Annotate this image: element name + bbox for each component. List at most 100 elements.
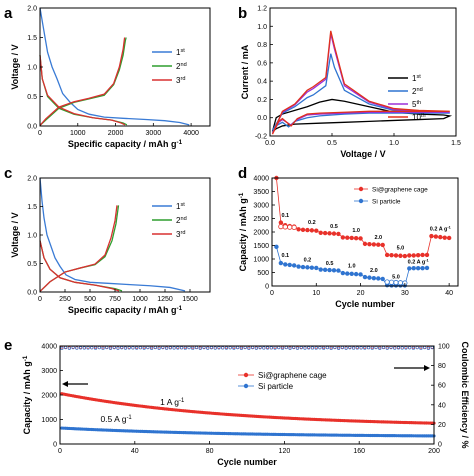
y2-axis-label-e: Coulombic Efficiency / % <box>460 341 470 448</box>
data-point-d <box>318 230 323 236</box>
rate-annotation-d: 0.2 <box>308 220 316 226</box>
legend-label-b: 10th <box>412 113 426 122</box>
ce-point-e <box>404 346 408 350</box>
data-point-d <box>384 279 390 285</box>
y-tick-label-d: 1500 <box>253 243 269 250</box>
ce-point-e <box>344 346 348 350</box>
data-point-d <box>446 235 452 241</box>
panel-letter-c: c <box>4 165 12 182</box>
data-point-d <box>353 236 359 241</box>
data-point-d <box>420 265 425 271</box>
rate-annotation-d: 0.5 <box>326 261 334 267</box>
legend-label-c: 1st <box>176 202 185 211</box>
y-axis-label-c: Voltage / V <box>10 212 20 257</box>
y-tick-label-d: 2500 <box>253 216 269 223</box>
ce-point-e <box>378 346 382 350</box>
series-line-a-1-1 <box>39 37 127 126</box>
legend-label-d: Si particle <box>372 199 401 206</box>
ce-point-e <box>93 346 98 350</box>
data-point-d <box>305 265 310 270</box>
series-line-b-0-0 <box>271 98 453 132</box>
x-tick-label-a: 4000 <box>183 130 199 137</box>
data-point-d <box>402 253 408 259</box>
data-point-d <box>393 253 399 258</box>
y2-tick-label-e: 100 <box>438 344 450 351</box>
ce-point-e <box>67 346 71 350</box>
data-point-d <box>314 265 319 271</box>
legend-label-a: 2nd <box>176 62 187 71</box>
data-point-d <box>345 271 350 276</box>
arrow-head-right-e <box>424 365 430 371</box>
ce-point-e <box>239 346 243 350</box>
y-tick-label-d: 3000 <box>253 203 269 210</box>
data-point-d <box>384 252 390 258</box>
rate-annotation-d: 0.1 <box>281 213 289 219</box>
y-tick-label-e: 4000 <box>41 344 57 351</box>
ce-point-e <box>393 346 397 350</box>
legend-label-c: 3rd <box>176 230 185 239</box>
rate-annotation-d: 0.1 <box>281 253 289 259</box>
arrow-head-left-e <box>62 381 68 387</box>
x-tick-label-c: 1000 <box>132 296 148 303</box>
y-tick-label-e: 0 <box>53 442 57 449</box>
ce-point-e <box>426 346 430 350</box>
x-tick-label-c: 1250 <box>157 296 173 303</box>
y-tick-label-c: 2.0 <box>27 176 37 183</box>
rate-annotation-d: 2.0 <box>374 235 382 241</box>
ce-point-e <box>179 346 184 350</box>
data-point-d <box>318 267 323 272</box>
ce-point-e <box>351 346 356 350</box>
data-point-d <box>376 276 381 281</box>
data-point-d <box>287 224 293 230</box>
data-point-d <box>291 263 297 268</box>
ce-point-e <box>370 346 374 350</box>
ce-point-e <box>307 346 311 350</box>
ce-point-e <box>168 346 172 350</box>
y-tick-label-b: 0.4 <box>257 79 267 86</box>
y2-tick-label-e: 80 <box>438 363 446 370</box>
legend-label-c: 2nd <box>176 216 187 225</box>
ce-point-e <box>419 346 423 350</box>
y-tick-label-a: 1.5 <box>27 35 37 42</box>
data-point-d <box>327 231 332 236</box>
data-point-d <box>358 272 363 277</box>
ce-point-e <box>232 346 236 350</box>
ce-point-e <box>396 346 401 350</box>
ce-point-e <box>303 346 307 350</box>
y-axis-label-d: Capacity / mAh g-1 <box>238 192 249 271</box>
ce-point-e <box>273 346 277 350</box>
data-point-d <box>345 235 350 240</box>
y2-tick-label-e: 20 <box>438 422 446 429</box>
ce-point-e <box>176 346 180 350</box>
ce-point-e <box>198 346 202 350</box>
y-tick-label-b: 1.2 <box>257 6 267 13</box>
data-point-d <box>358 236 363 241</box>
ce-point-e <box>269 346 273 350</box>
y-tick-label-b: 0.2 <box>257 97 267 104</box>
data-point-d <box>278 224 284 230</box>
data-point-d <box>309 228 315 233</box>
series-line-c-2-0 <box>39 240 120 292</box>
y-tick-label-c: 0.0 <box>27 290 37 297</box>
x-tick-label-d: 20 <box>357 290 365 297</box>
data-point-d <box>300 264 306 270</box>
x-axis-label-b: Voltage / V <box>340 149 385 159</box>
data-point-d <box>305 227 310 233</box>
series-line-a-2-0 <box>39 55 126 126</box>
series-line-a-2-1 <box>39 37 126 126</box>
data-point-d <box>362 241 368 247</box>
data-point-d <box>349 235 354 241</box>
y-tick-label-a: 0.5 <box>27 94 37 101</box>
y-tick-label-c: 1.5 <box>27 204 37 211</box>
y-tick-label-d: 2000 <box>253 230 269 237</box>
legend-marker-e <box>243 383 249 389</box>
x-tick-label-d: 0 <box>270 290 274 297</box>
ce-point-e <box>86 346 90 350</box>
ce-point-e <box>288 346 292 350</box>
x-tick-label-d: 40 <box>445 290 453 297</box>
x-tick-label-e: 200 <box>428 448 440 455</box>
ce-point-e <box>78 346 83 350</box>
x-tick-label-e: 80 <box>206 448 214 455</box>
legend-label-b: 5th <box>412 100 421 109</box>
